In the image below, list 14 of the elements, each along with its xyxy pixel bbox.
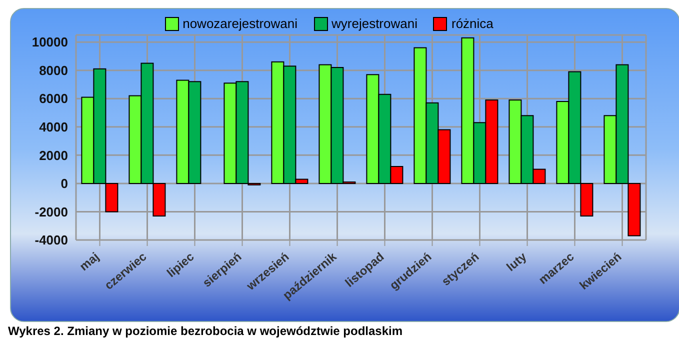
y-tick-label: -2000 bbox=[34, 204, 68, 220]
y-tick-label: 0 bbox=[60, 176, 68, 192]
x-tick-label: luty bbox=[504, 249, 530, 274]
legend-label: różnica bbox=[451, 16, 494, 31]
legend-label: nowozarejestrowani bbox=[182, 16, 298, 31]
y-tick-label: 6000 bbox=[39, 91, 68, 106]
y-tick-label: 8000 bbox=[39, 62, 68, 78]
y-tick-label: 10000 bbox=[32, 34, 68, 50]
x-tick-label: maj bbox=[76, 250, 102, 274]
y-tick-label: 4000 bbox=[39, 120, 68, 135]
y-tick-label: -4000 bbox=[34, 232, 68, 248]
legend-label: wyrejestrowani bbox=[332, 16, 418, 31]
text: Wykres 2. Zmiany w poziomie bezrobocia w województwie podlaskim bbox=[8, 324, 403, 338]
y-tick-label: 2000 bbox=[39, 148, 68, 163]
